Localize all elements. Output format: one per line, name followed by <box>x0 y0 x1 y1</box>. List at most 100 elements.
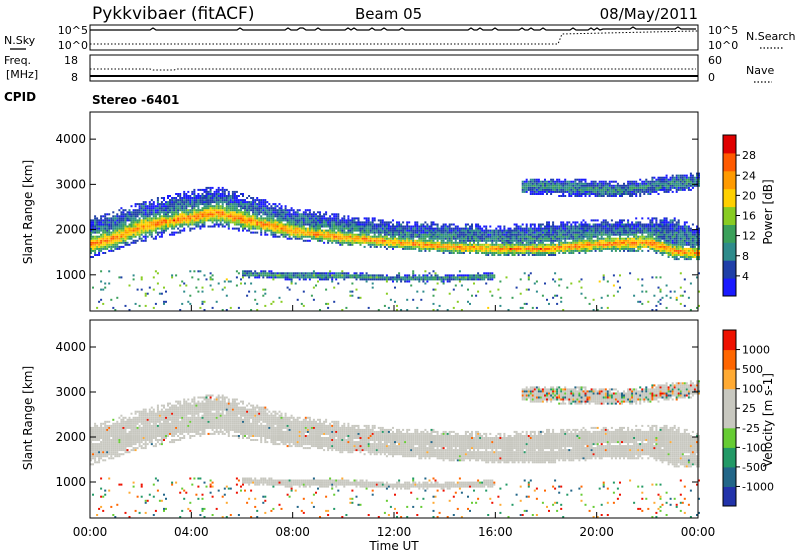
power-cell <box>179 223 182 226</box>
power-cell <box>584 235 587 238</box>
power-cell <box>146 215 149 218</box>
power-cell <box>132 239 135 242</box>
power-cell <box>475 276 478 279</box>
power-cell <box>604 229 607 232</box>
power-cell <box>175 217 178 220</box>
power-cell <box>580 233 583 236</box>
power-cell <box>270 221 273 224</box>
power-cell <box>246 197 249 199</box>
power-cell <box>568 186 571 189</box>
power-cell <box>475 294 478 297</box>
power-cell <box>217 217 220 220</box>
power-cell <box>487 274 490 277</box>
power-cell <box>179 203 182 206</box>
power-cell <box>349 276 352 279</box>
power-cell <box>207 215 210 218</box>
power-cell <box>546 182 548 185</box>
power-cell <box>365 280 368 283</box>
power-cell <box>195 219 198 222</box>
power-cell <box>489 274 492 277</box>
power-cell <box>420 225 423 228</box>
power-cell <box>298 215 301 218</box>
power-cell <box>406 227 409 230</box>
power-cell <box>203 197 206 199</box>
power-cell <box>229 219 232 222</box>
power-cell <box>448 239 451 242</box>
power-cell <box>566 235 569 238</box>
power-cell <box>604 182 607 185</box>
power-cell <box>580 190 583 193</box>
power-cell <box>436 278 439 281</box>
power-cell <box>315 225 317 228</box>
power-cell <box>594 188 597 191</box>
power-cell <box>140 221 143 224</box>
power-cell <box>209 276 212 279</box>
power-cell <box>173 209 176 212</box>
power-cell <box>408 231 411 234</box>
power-cell <box>120 211 123 214</box>
power-cell <box>304 233 307 236</box>
power-cell <box>110 231 113 234</box>
power-cell <box>242 270 244 273</box>
power-cell <box>122 233 125 236</box>
power-cell <box>268 274 271 277</box>
power-cell <box>444 229 447 232</box>
power-cell <box>215 215 218 218</box>
power-cell <box>92 245 94 248</box>
power-cell <box>185 215 188 218</box>
power-cell <box>124 223 127 226</box>
power-cell <box>349 221 352 224</box>
power-cell <box>308 235 311 238</box>
power-cell <box>349 229 352 232</box>
power-cell <box>430 276 433 279</box>
power-cell <box>124 239 127 242</box>
power-cell <box>392 231 394 234</box>
power-cell <box>116 227 119 230</box>
power-cell <box>211 197 214 199</box>
power-cell <box>235 223 238 226</box>
power-cell <box>108 237 111 240</box>
power-cell <box>385 233 388 236</box>
power-cell <box>331 237 334 240</box>
power-cell <box>128 243 131 246</box>
power-cell <box>337 223 340 226</box>
power-cell <box>258 272 261 275</box>
power-cell <box>207 209 210 212</box>
power-cell <box>602 233 605 236</box>
power-cell <box>527 229 530 232</box>
power-cell <box>343 272 346 275</box>
power-cell <box>398 243 401 246</box>
power-cell <box>588 237 591 240</box>
power-cell <box>406 225 409 228</box>
power-cell <box>521 227 524 230</box>
power-cell <box>566 249 569 252</box>
power-cell <box>177 199 180 202</box>
power-cell <box>146 211 149 214</box>
power-cell <box>282 219 285 222</box>
power-cell <box>584 247 587 250</box>
power-cell <box>383 235 386 238</box>
power-cell <box>90 249 92 252</box>
power-cell <box>621 229 623 232</box>
power-cell <box>590 180 593 183</box>
power-cell <box>560 235 563 238</box>
power-cell <box>163 217 165 220</box>
power-cell <box>473 239 475 242</box>
power-cell <box>608 245 611 248</box>
power-cell <box>215 197 218 199</box>
power-cell <box>124 221 127 224</box>
power-cell <box>154 213 157 216</box>
power-cell <box>278 219 281 222</box>
power-cell <box>266 227 269 230</box>
power-cell <box>491 237 494 240</box>
power-cell <box>138 229 141 232</box>
power-cell <box>505 254 508 256</box>
power-cell <box>193 223 196 226</box>
power-cell <box>209 211 212 214</box>
power-cell <box>469 239 471 242</box>
power-cell <box>619 184 621 187</box>
power-cell <box>558 252 561 254</box>
power-cell <box>552 249 555 252</box>
power-cell <box>213 199 216 202</box>
power-cell <box>586 223 589 226</box>
